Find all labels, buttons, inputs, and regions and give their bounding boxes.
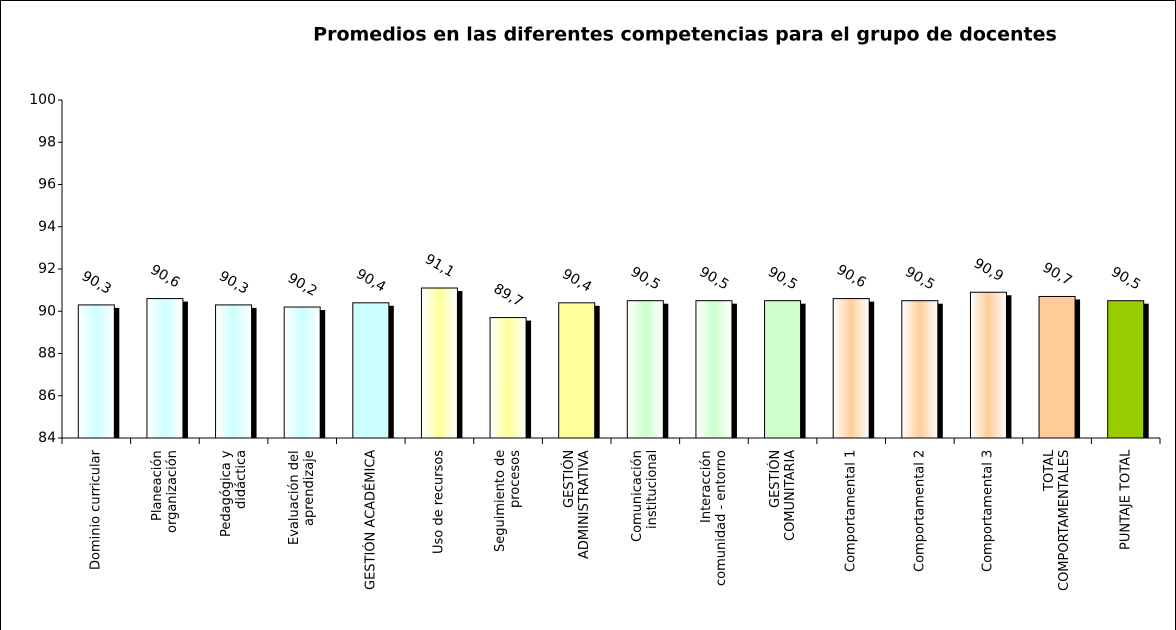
y-tick-label: 96 [38, 177, 56, 193]
value-label: 90,5 [902, 264, 937, 293]
y-tick-label: 98 [38, 134, 56, 150]
y-tick-label: 92 [38, 261, 56, 277]
x-tick-label: Comportamental 3 [980, 450, 996, 573]
bar [1038, 295, 1076, 439]
x-tick-label: GESTIÓN COMUNITARIA [767, 450, 798, 542]
x-tick-label: Comunicación institucional [630, 450, 661, 542]
x-tick-label: Evaluación del aprendizaje [287, 450, 318, 545]
x-tick-label: GESTIÓN ADMINISTRATIVA [561, 450, 592, 559]
value-label: 90,5 [628, 264, 663, 293]
x-tick-label: TOTAL COMPORTAMENTALES [1042, 450, 1073, 592]
value-label: 90,7 [1040, 260, 1075, 289]
value-label: 90,4 [353, 266, 388, 295]
value-label: 90,9 [971, 256, 1006, 285]
value-label: 89,7 [491, 281, 526, 310]
bar [901, 300, 939, 439]
x-tick-label: Seguimiento de procesos [493, 450, 524, 553]
bar [832, 298, 870, 439]
bar [77, 304, 115, 439]
bar [283, 306, 321, 439]
value-label: 90,2 [285, 270, 320, 299]
bar [969, 291, 1007, 439]
value-label: 90,5 [765, 264, 800, 293]
value-label: 90,6 [834, 262, 869, 291]
x-tick-label: Interacción comunidad - entorno [698, 450, 729, 586]
bar [626, 300, 664, 439]
bar [215, 304, 253, 439]
value-label: 90,3 [79, 268, 114, 297]
x-tick-label: Dominio curricular [88, 450, 104, 570]
x-tick-label: Uso de recursos [431, 450, 447, 555]
x-tick-label: Pedagógica y didáctica [218, 450, 249, 537]
value-label: 90,4 [559, 266, 594, 295]
y-tick-label: 88 [38, 346, 56, 362]
x-tick-label: Comportamental 1 [843, 450, 859, 573]
chart-title: Promedios en las diferentes competencias… [313, 24, 1057, 46]
bar [146, 298, 184, 439]
x-tick-label: GESTIÓN ACADÉMICA [363, 450, 379, 591]
bar [764, 300, 802, 439]
value-label: 90,5 [696, 264, 731, 293]
y-tick-label: 84 [38, 430, 56, 446]
value-label: 90,5 [1108, 264, 1143, 293]
bar [1107, 300, 1145, 439]
y-tick-label: 86 [38, 388, 56, 404]
value-label: 91,1 [422, 251, 457, 280]
y-tick-label: 94 [38, 219, 56, 235]
bar [489, 317, 527, 439]
value-label: 90,6 [147, 262, 182, 291]
x-tick-label: Comportamental 2 [912, 450, 928, 573]
x-tick-label: Planeación organización [149, 450, 180, 533]
bar [558, 302, 596, 439]
bar [352, 302, 390, 439]
bar [695, 300, 733, 439]
value-label: 90,3 [216, 268, 251, 297]
bar [420, 287, 458, 439]
y-tick-label: 100 [29, 92, 56, 108]
y-tick-label: 90 [38, 303, 56, 319]
x-tick-label: PUNTAJE TOTAL [1118, 450, 1134, 551]
